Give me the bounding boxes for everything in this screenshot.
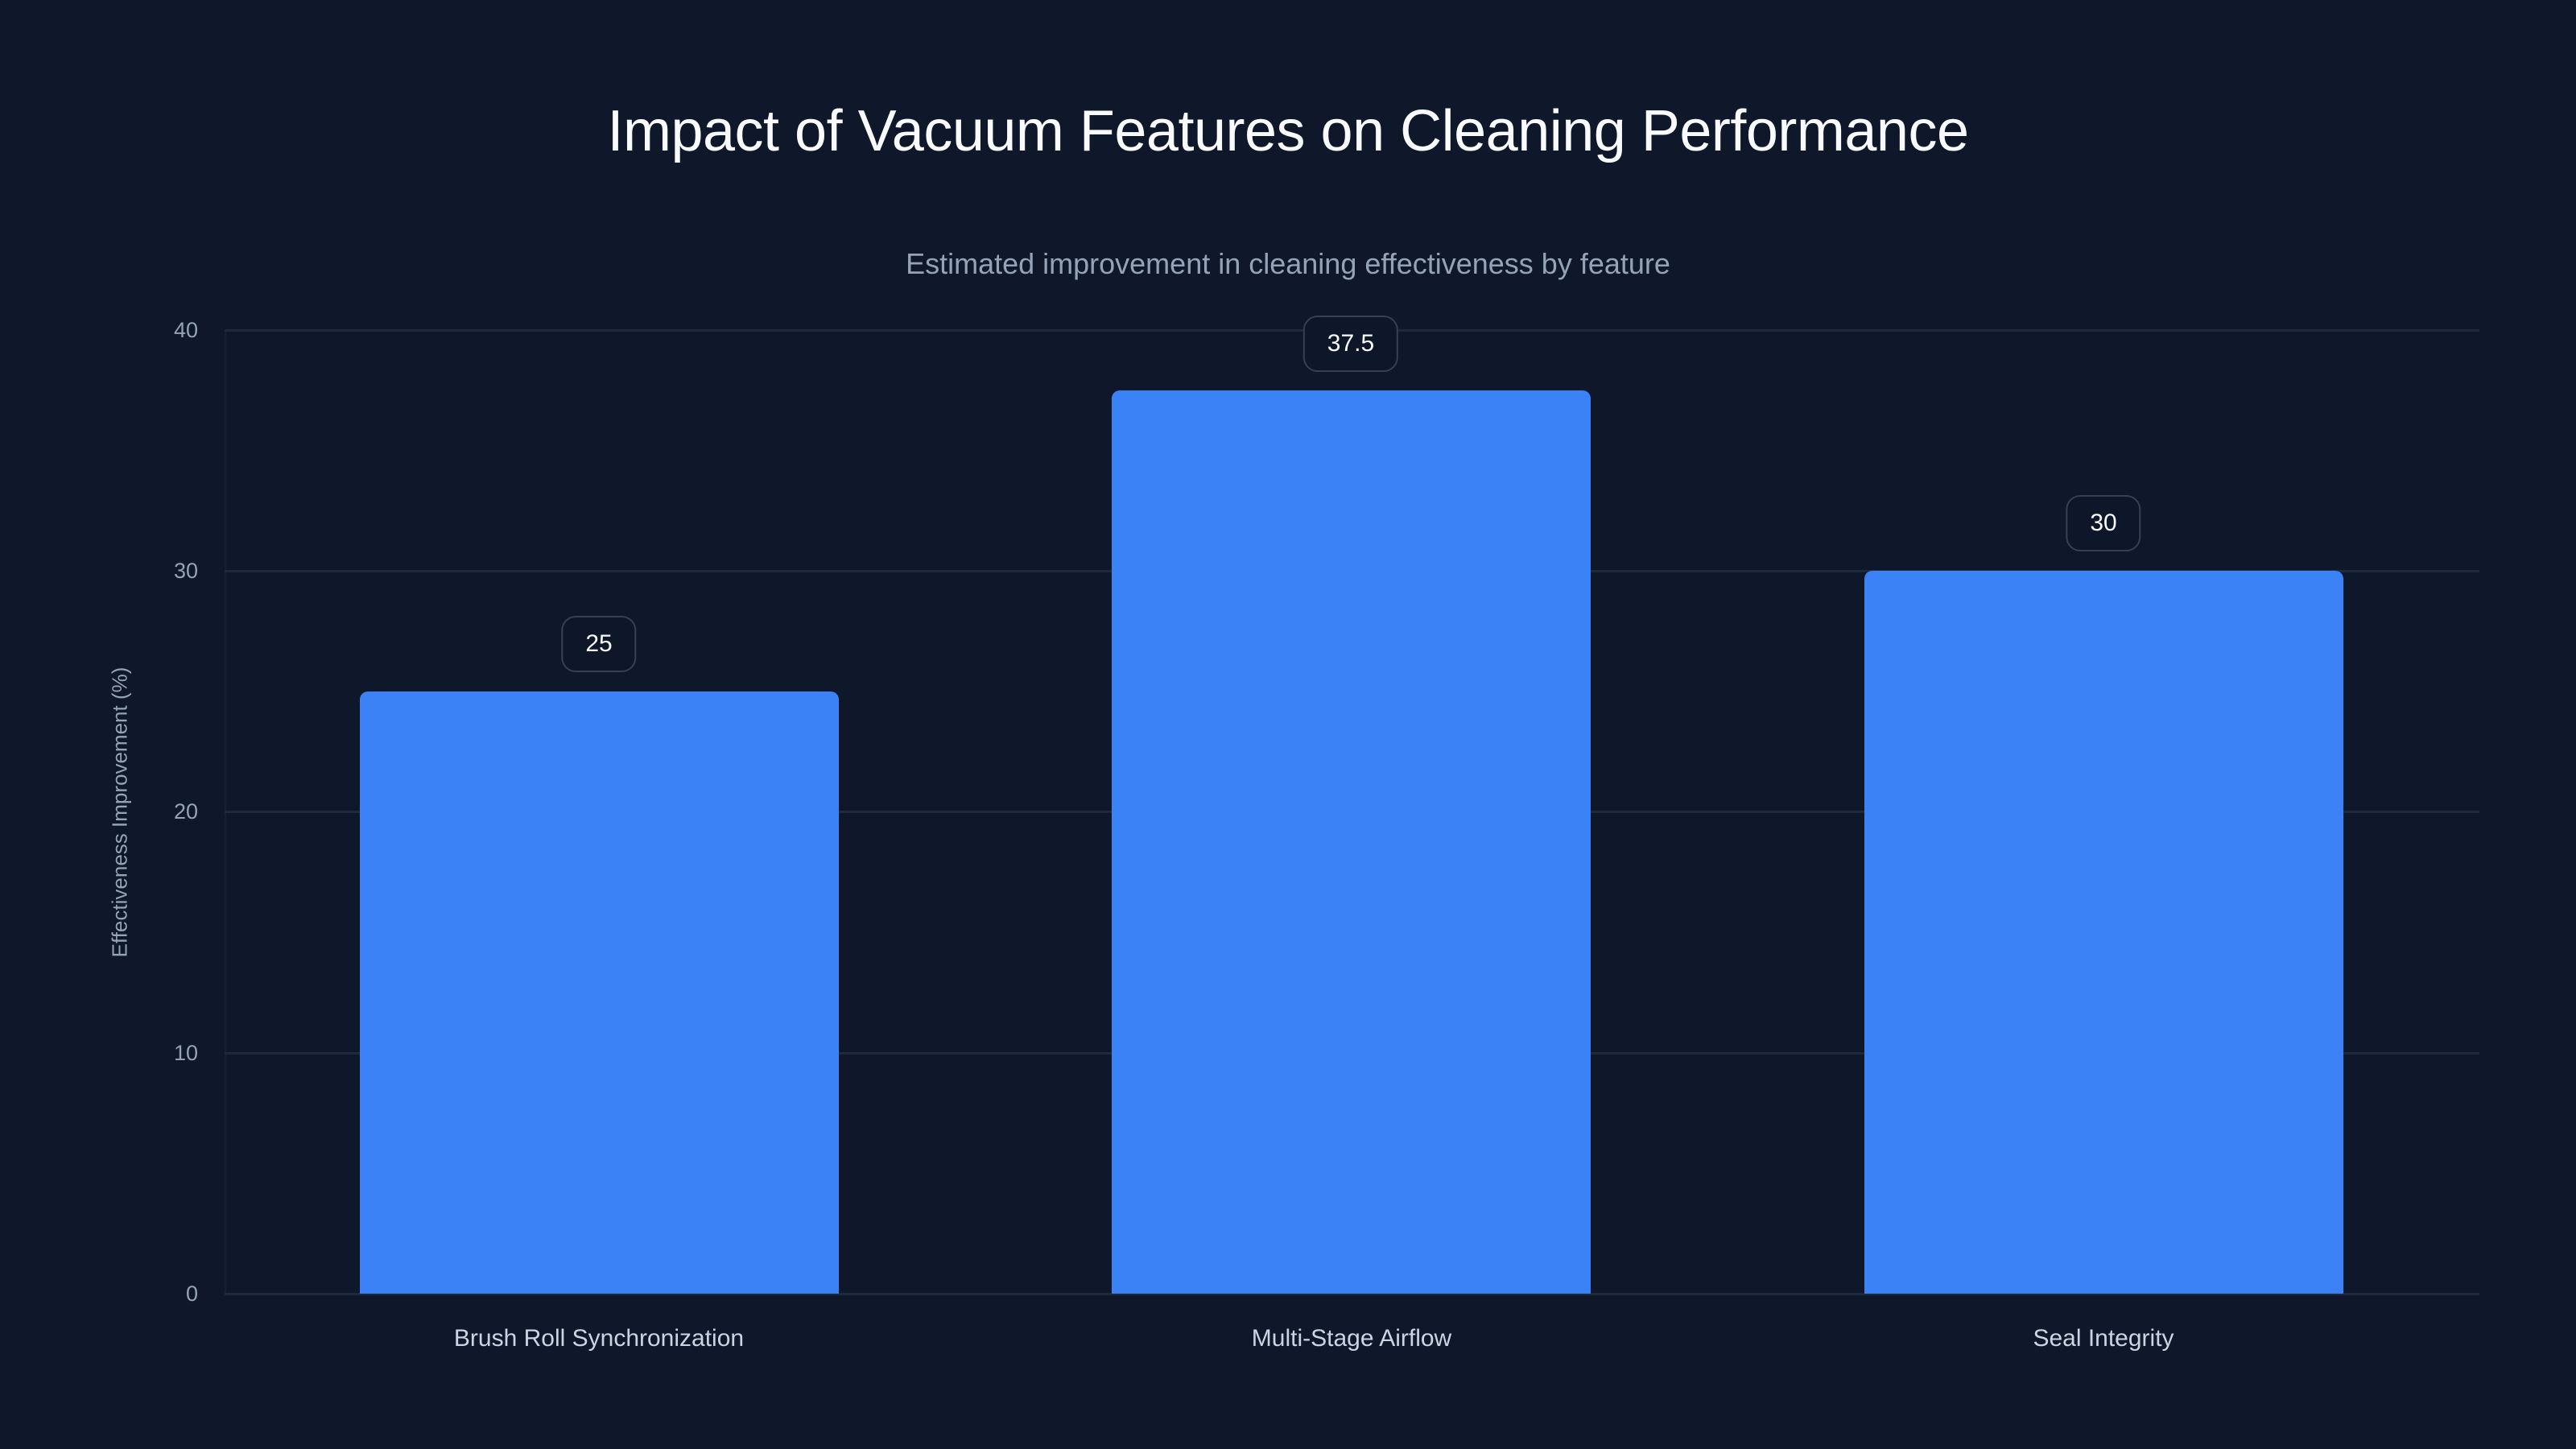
chart-title: Impact of Vacuum Features on Cleaning Pe…	[607, 99, 1969, 163]
y-tick-10: 10	[173, 1041, 198, 1065]
x-label-seal-integrity: Seal Integrity	[2033, 1325, 2174, 1352]
gridline-0-baseline	[225, 1293, 2479, 1295]
y-tick-30: 30	[173, 559, 198, 583]
value-label-multi-stage-airflow: 37.5	[1302, 316, 1399, 372]
y-tick-0: 0	[185, 1282, 198, 1306]
chart-subtitle: Estimated improvement in cleaning effect…	[906, 247, 1670, 280]
value-label-brush-roll-synchronization: 25	[561, 616, 637, 672]
y-tick-40: 40	[173, 318, 198, 342]
x-label-brush-roll-synchronization: Brush Roll Synchronization	[453, 1325, 745, 1352]
bar-brush-roll-synchronization[interactable]	[360, 691, 839, 1294]
y-tick-20: 20	[173, 799, 198, 824]
bar-multi-stage-airflow[interactable]	[1112, 390, 1591, 1294]
x-label-multi-stage-airflow: Multi-Stage Airflow	[1251, 1325, 1452, 1352]
value-label-seal-integrity: 30	[2066, 495, 2141, 551]
bar-seal-integrity[interactable]	[1864, 571, 2343, 1294]
